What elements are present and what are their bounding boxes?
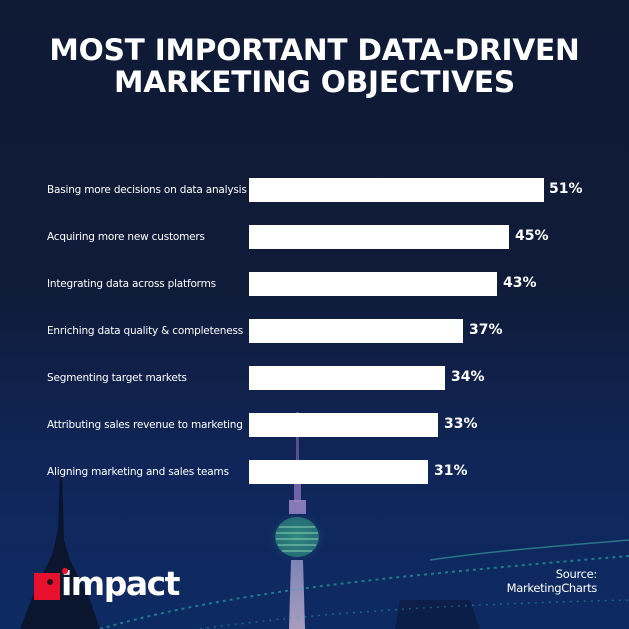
bar-row: Integrating data across platforms 43% [0,272,629,296]
logo-red-square-icon [34,573,60,600]
bar-row: Aligning marketing and sales teams 31% [0,460,629,484]
logo-dot-icon [47,579,53,585]
bar-row: Attributing sales revenue to marketing 3… [0,413,629,437]
bar-label: Acquiring more new customers [47,231,205,243]
bar-value: 37% [469,322,503,338]
bar [249,413,438,437]
bar-label: Integrating data across platforms [47,278,216,290]
bar [249,225,509,249]
source-credit: Source: MarketingCharts [506,567,598,595]
bar-value: 51% [549,181,583,197]
bar-label: Attributing sales revenue to marketing [47,419,243,431]
bar-value: 31% [434,463,468,479]
bar [249,319,463,343]
bar [249,272,497,296]
bar-label: Enriching data quality & completeness [47,325,243,337]
bar-label: Aligning marketing and sales teams [47,466,229,478]
bar-row: Segmenting target markets 34% [0,366,629,390]
title-line-2: MARKETING OBJECTIVES [114,65,515,99]
bar-value: 33% [444,416,478,432]
bar-value: 34% [451,369,485,385]
title-line-1: MOST IMPORTANT DATA-DRIVEN [49,33,580,67]
logo-wordmark: impact [61,564,180,603]
bar-row: Acquiring more new customers 45% [0,225,629,249]
bar-label: Basing more decisions on data analysis [47,184,247,196]
bar-row: Enriching data quality & completeness 37… [0,319,629,343]
bar-value: 45% [515,228,549,244]
bar [249,178,544,202]
bar-row: Basing more decisions on data analysis 5… [0,178,629,202]
source-label: Source: [555,567,598,581]
chart-title: MOST IMPORTANT DATA-DRIVEN MARKETING OBJ… [0,34,629,98]
logo-i-dot-icon [62,568,68,574]
bar-value: 43% [503,275,537,291]
source-name: MarketingCharts [506,581,598,595]
bar-label: Segmenting target markets [47,372,187,384]
bar [249,460,428,484]
bar [249,366,445,390]
